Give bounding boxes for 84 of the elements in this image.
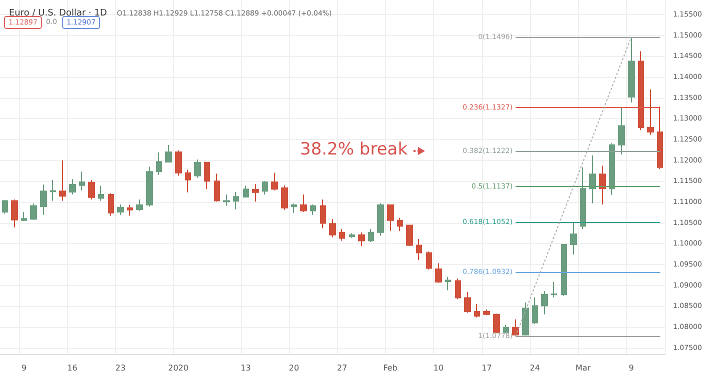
candlestick xyxy=(88,179,95,200)
candlestick xyxy=(117,204,124,216)
candlestick xyxy=(69,178,76,195)
candlestick xyxy=(98,185,104,202)
candlestick xyxy=(165,144,172,163)
candlestick xyxy=(368,228,374,242)
candlestick xyxy=(522,302,529,336)
x-tick-label: 20 xyxy=(288,364,300,372)
candlestick xyxy=(503,324,509,334)
x-tick-label: 17 xyxy=(482,364,492,372)
candlestick xyxy=(426,251,432,270)
candlestick xyxy=(127,204,133,216)
x-tick-label: Feb xyxy=(383,364,398,372)
candlestick xyxy=(281,184,288,210)
candlestick xyxy=(561,244,567,296)
candlestick xyxy=(79,171,85,191)
candlestick xyxy=(416,238,422,260)
candlestick xyxy=(618,106,625,156)
candlestick xyxy=(243,185,249,198)
candlestick xyxy=(59,160,66,202)
candlestick xyxy=(358,232,365,247)
candlestick xyxy=(11,198,18,228)
candlestick xyxy=(108,192,114,216)
x-tick-label: 10 xyxy=(433,364,444,372)
candlestick xyxy=(609,142,615,196)
x-tick-label: 13 xyxy=(240,364,251,372)
candlestick xyxy=(483,308,490,316)
candlestick xyxy=(435,262,442,284)
x-tick-label: 9 xyxy=(22,364,27,372)
candlestick xyxy=(204,162,210,190)
candlestick xyxy=(657,106,663,170)
candlestick xyxy=(551,281,557,298)
candlestick xyxy=(455,278,461,300)
x-tick-label: 2020 xyxy=(168,364,188,372)
candlestick xyxy=(320,198,326,229)
candlestick xyxy=(580,166,586,230)
x-tick-label: 9 xyxy=(628,364,634,372)
candlestick xyxy=(300,194,307,212)
candlestick xyxy=(349,232,355,238)
candlestick xyxy=(40,184,47,216)
candlestick xyxy=(156,152,162,176)
x-tick-label: Mar xyxy=(576,364,592,372)
text: Euro / U.S. Dollar · 1D xyxy=(9,8,107,18)
x-tick-label: 16 xyxy=(67,364,78,372)
candlestick xyxy=(589,154,596,204)
candlestick xyxy=(233,191,239,210)
candlestick xyxy=(377,202,384,236)
candlestick xyxy=(628,36,635,103)
candlestick xyxy=(329,218,336,238)
candlestick xyxy=(310,204,316,216)
candlestick xyxy=(214,173,220,202)
candlestick xyxy=(194,159,201,178)
candlestick xyxy=(262,180,268,195)
candlestick xyxy=(493,313,500,334)
candlestick xyxy=(271,172,278,191)
x-tick-label: 23 xyxy=(115,364,126,372)
candlestick xyxy=(339,228,345,242)
candlestick xyxy=(21,211,27,222)
candlestick xyxy=(406,224,413,247)
x-tick-label: 27 xyxy=(337,364,348,372)
candlestick xyxy=(647,89,654,136)
candlestick xyxy=(185,169,191,193)
candlestick xyxy=(512,318,519,337)
candlestick xyxy=(136,198,143,212)
annotation: 38.2% break xyxy=(300,139,408,160)
candlestick xyxy=(532,296,538,325)
candlestick xyxy=(223,194,230,206)
candlestick xyxy=(30,203,37,220)
candlestick xyxy=(474,304,480,318)
candlestick xyxy=(252,184,259,202)
candlestick xyxy=(464,291,471,314)
candlestick xyxy=(175,150,182,176)
candlestick xyxy=(445,276,451,291)
candlestick xyxy=(570,222,577,255)
candlestick xyxy=(2,199,8,214)
candlestick xyxy=(146,166,153,208)
x-tick-label: 24 xyxy=(530,364,540,372)
candlestick xyxy=(50,179,56,202)
candlestick xyxy=(541,290,548,315)
candlestick xyxy=(638,50,644,130)
candlestick xyxy=(291,203,297,214)
candlestick xyxy=(397,217,403,232)
candlestick xyxy=(599,165,606,205)
candlestick xyxy=(387,204,394,232)
